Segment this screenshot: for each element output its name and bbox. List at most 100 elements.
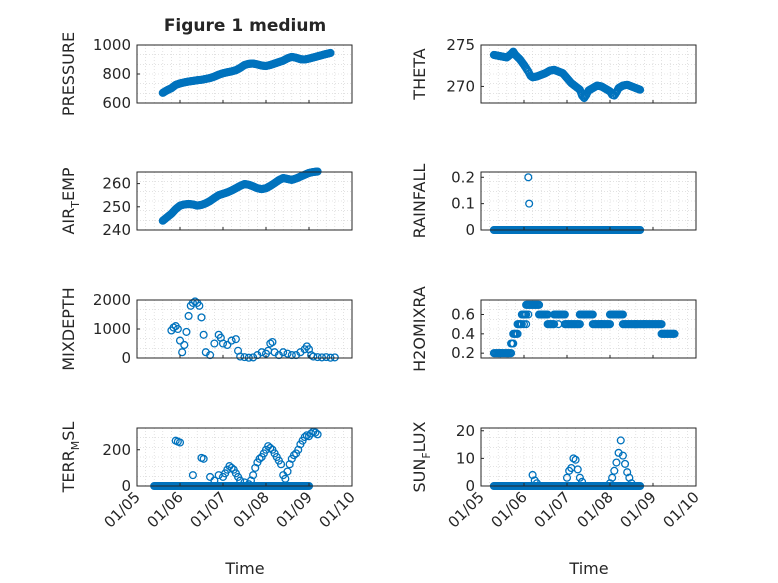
data-point bbox=[326, 48, 335, 58]
y-axis-label-main: AIR bbox=[59, 208, 78, 235]
y-tick-label: 275 bbox=[446, 36, 475, 54]
data-point bbox=[191, 297, 200, 306]
data-point bbox=[173, 324, 182, 334]
data-point bbox=[616, 436, 625, 445]
axes-background bbox=[481, 172, 696, 230]
data-point bbox=[281, 474, 290, 483]
y-tick-label: 0 bbox=[121, 477, 131, 495]
data-point bbox=[577, 310, 587, 319]
y-tick-label: 200 bbox=[102, 441, 131, 459]
y-tick-label: 10 bbox=[456, 449, 475, 467]
data-point bbox=[317, 353, 326, 362]
y-tick-label: 0.2 bbox=[451, 168, 475, 186]
y-tick-label: 1000 bbox=[93, 320, 131, 338]
y-axis-label: TERRMSL bbox=[59, 422, 82, 494]
data-point bbox=[507, 349, 516, 358]
data-point bbox=[560, 310, 569, 319]
data-point bbox=[210, 476, 219, 485]
data-point bbox=[610, 466, 619, 475]
data-point bbox=[571, 455, 580, 464]
data-point bbox=[210, 339, 219, 348]
y-tick-label: 0.2 bbox=[451, 344, 475, 362]
y-tick-label: 600 bbox=[102, 94, 131, 112]
y-axis-label-subscript: F bbox=[420, 452, 433, 458]
data-point bbox=[532, 479, 541, 488]
data-point bbox=[311, 428, 320, 437]
data-point bbox=[550, 320, 559, 329]
y-axis-label: PRESSURE bbox=[59, 32, 78, 116]
y-tick-label: 0 bbox=[121, 349, 131, 367]
data-point bbox=[524, 310, 533, 319]
axes-box bbox=[480, 299, 697, 359]
data-point bbox=[266, 339, 275, 348]
data-point bbox=[283, 349, 292, 358]
axes-box bbox=[136, 171, 353, 231]
y-tick-label: 270 bbox=[446, 77, 475, 95]
y-axis-label: AIRTEMP bbox=[59, 167, 82, 234]
data-point bbox=[330, 353, 339, 362]
axes-box bbox=[480, 171, 697, 231]
y-tick-label: 0 bbox=[465, 477, 475, 495]
data-point bbox=[562, 473, 572, 482]
data-point bbox=[199, 330, 208, 339]
data-point bbox=[240, 353, 249, 362]
data-point bbox=[276, 460, 286, 469]
data-point bbox=[279, 348, 288, 357]
data-point bbox=[178, 348, 187, 357]
data-point bbox=[255, 454, 264, 463]
data-point bbox=[283, 467, 292, 476]
y-axis-label: MIXDEPTH bbox=[59, 287, 78, 370]
axes-box bbox=[480, 427, 697, 487]
data-point bbox=[182, 327, 191, 336]
data-point bbox=[612, 458, 621, 467]
y-axis-label-rest: EMP bbox=[59, 167, 78, 201]
y-tick-label: 260 bbox=[102, 175, 131, 193]
axes-background bbox=[481, 428, 696, 486]
data-point bbox=[175, 336, 185, 345]
y-tick-label: 250 bbox=[102, 198, 131, 216]
data-point bbox=[313, 430, 322, 439]
y-axis-label-subscript: T bbox=[69, 201, 82, 209]
y-tick-label: 0.4 bbox=[451, 325, 475, 343]
data-point bbox=[513, 329, 522, 338]
axes-box bbox=[480, 44, 697, 104]
data-point bbox=[573, 465, 582, 474]
axes-background bbox=[481, 300, 696, 358]
y-tick-label: 0.1 bbox=[451, 195, 475, 213]
data-point bbox=[249, 353, 258, 362]
data-point bbox=[175, 438, 185, 447]
y-axis-label: H2OMIXRA bbox=[410, 286, 429, 372]
data-point bbox=[309, 352, 318, 361]
data-point bbox=[620, 459, 630, 468]
y-axis-label: SUNFLUX bbox=[410, 421, 433, 492]
data-point bbox=[236, 476, 245, 485]
y-axis-label-subscript: M bbox=[69, 441, 82, 451]
y-tick-label: 240 bbox=[102, 221, 131, 239]
data-point bbox=[657, 320, 666, 329]
y-axis-label: THETA bbox=[410, 48, 429, 100]
data-point bbox=[188, 471, 197, 480]
y-axis-label: RAINFALL bbox=[410, 164, 429, 239]
data-point bbox=[524, 173, 533, 182]
y-tick-label: 800 bbox=[102, 65, 131, 83]
data-point bbox=[522, 320, 531, 329]
y-tick-label: 0.6 bbox=[451, 306, 475, 324]
data-point bbox=[670, 329, 679, 338]
data-point bbox=[525, 199, 534, 208]
data-point bbox=[300, 433, 309, 442]
data-point bbox=[509, 339, 518, 348]
data-point bbox=[631, 320, 640, 329]
data-point bbox=[231, 335, 240, 344]
y-tick-label: 2000 bbox=[93, 291, 131, 309]
data-point bbox=[169, 323, 178, 332]
data-point bbox=[636, 85, 645, 94]
data-point bbox=[227, 463, 236, 472]
y-axis-label-main: SUN bbox=[410, 459, 429, 493]
data-point bbox=[199, 454, 208, 463]
data-point bbox=[223, 340, 232, 350]
subplot-left-1: 600 800 1000 PRESSURE bbox=[59, 32, 353, 116]
subplot-left-3: 0 1000 2000 MIXDEPTH bbox=[59, 287, 353, 371]
y-tick-label: 1000 bbox=[93, 36, 131, 54]
data-point bbox=[289, 451, 299, 460]
